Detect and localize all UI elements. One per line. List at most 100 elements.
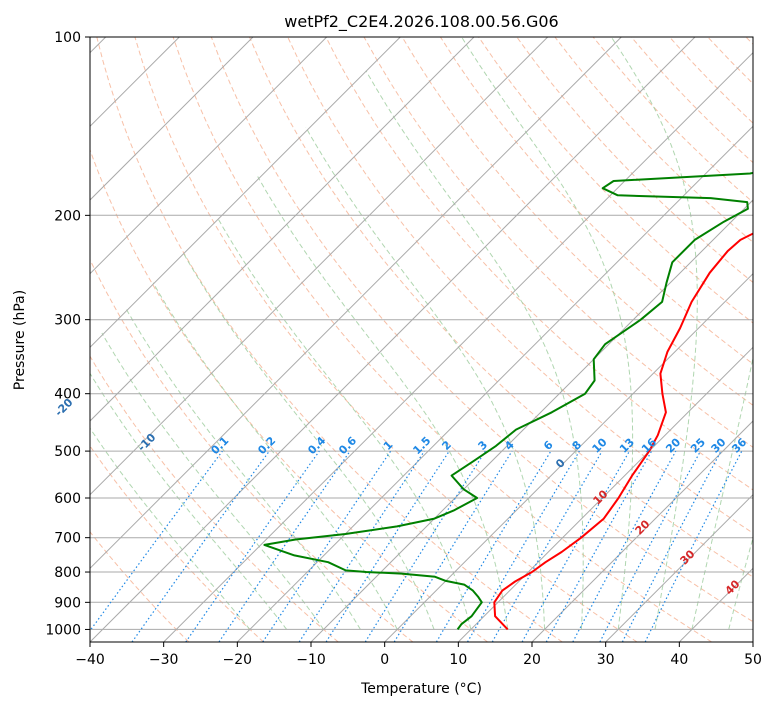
- dry-adiabat-line: [363, 37, 753, 448]
- dry-adiabat-line: [96, 37, 563, 642]
- mixing-ratio-line: [572, 450, 677, 642]
- mixing-ratio-line: [435, 450, 552, 642]
- isotherm-line: [457, 346, 753, 642]
- dry-adiabat-line: [90, 445, 264, 642]
- mixing-ratio-line: [364, 450, 486, 642]
- dry-adiabat-line: [439, 37, 753, 365]
- mixing-ratio-label: 13: [617, 436, 637, 456]
- y-axis: 100 200 300 400 500 600 700 800 900 1000: [45, 30, 90, 638]
- isobar-grid: [90, 37, 753, 630]
- mixing-ratio-lines: [90, 450, 743, 642]
- moist-adiabat-line: [90, 372, 288, 630]
- isotherm-line: [384, 272, 753, 642]
- isotherm-line: [678, 567, 753, 642]
- mixing-ratio-line: [621, 450, 722, 642]
- moist-adiabat-label: 40: [723, 577, 743, 597]
- mixing-ratio-label: 30: [709, 435, 729, 455]
- dry-adiabat-line: [210, 37, 753, 623]
- dry-adiabat-line: [287, 37, 753, 534]
- dry-adiabat-line: [172, 37, 712, 642]
- moist-adiabat-label: 0: [553, 456, 568, 471]
- mixing-ratio-line: [298, 450, 425, 642]
- dry-adiabat-line: [134, 37, 638, 642]
- chart-title: wetPf2_C2E4.2026.108.00.56.G06: [284, 12, 558, 32]
- mixing-ratio-line: [466, 450, 580, 642]
- mixing-ratio-line: [599, 450, 702, 642]
- dry-adiabat-line: [325, 37, 753, 491]
- x-tick-label: −20: [223, 652, 253, 668]
- mixing-ratio-label: 0.6: [336, 434, 359, 457]
- x-axis-title: Temperature (°C): [360, 681, 482, 697]
- isotherm-line: [90, 37, 254, 201]
- isotherm-line: [163, 51, 753, 642]
- dry-adiabat-line: [90, 355, 339, 642]
- isotherm-line: [90, 37, 622, 570]
- isotherm-line: [90, 37, 328, 275]
- moist-adiabat-line: [101, 332, 324, 630]
- x-tick-label: 50: [744, 652, 762, 668]
- mixing-ratio-label: 10: [590, 435, 610, 455]
- x-tick-label: −40: [75, 652, 105, 668]
- dry-adiabat-line: [90, 531, 190, 642]
- plot-frame: [89, 36, 754, 643]
- moist-adiabat-line: [728, 536, 753, 630]
- moist-adiabat-line: [691, 355, 753, 630]
- isotherm-line: [90, 37, 401, 349]
- line-labels: 0.10.20.40.611.52346810131620253036-100-…: [52, 396, 749, 598]
- mixing-ratio-line: [325, 450, 450, 642]
- mixing-ratio-line: [545, 450, 653, 642]
- dry-adiabat-line: [707, 37, 753, 85]
- mixing-ratio-line: [644, 450, 743, 642]
- mixing-ratio-line: [131, 450, 270, 642]
- moist-adiabat-line: [365, 70, 584, 630]
- profile-series: [263, 171, 753, 631]
- dry-adiabat-line: [249, 37, 753, 578]
- mixing-ratio-line: [218, 450, 351, 642]
- mixing-ratio-label: 0.1: [208, 434, 231, 457]
- y-tick-label: 900: [54, 595, 81, 611]
- y-tick-label: 100: [54, 30, 81, 46]
- moist-adiabat-line: [257, 176, 509, 630]
- mixing-ratio-label: 25: [688, 436, 708, 456]
- y-axis-title: Pressure (hPa): [12, 290, 28, 390]
- mixing-ratio-line: [262, 450, 392, 642]
- mixing-ratio-label: 0.2: [255, 434, 278, 457]
- dry-adiabat-line: [90, 258, 414, 642]
- x-tick-label: 10: [449, 652, 467, 668]
- x-tick-label: 30: [597, 652, 615, 668]
- mixing-ratio-label: 1.5: [410, 434, 433, 457]
- isotherm-line: [90, 37, 475, 422]
- isotherm-line: [752, 641, 753, 642]
- y-tick-label: 600: [54, 491, 81, 507]
- mixing-ratio-line: [521, 450, 631, 642]
- y-tick-label: 200: [54, 208, 81, 224]
- moist-adiabat-label: 10: [591, 487, 611, 507]
- mixing-ratio-line: [393, 450, 513, 642]
- moist-adiabat-label: 30: [678, 547, 698, 567]
- y-tick-label: 300: [54, 313, 81, 329]
- isotherm-line: [531, 420, 753, 642]
- x-tick-label: 0: [380, 652, 389, 668]
- x-tick-label: 40: [670, 652, 688, 668]
- isotherm-line: [90, 37, 549, 496]
- moist-adiabat-line: [305, 126, 546, 630]
- moist-adiabat-line: [610, 37, 698, 630]
- x-tick-label: −30: [149, 652, 179, 668]
- y-tick-label: 800: [54, 565, 81, 581]
- isotherm-line: [310, 199, 753, 642]
- dry-adiabat-line: [516, 37, 753, 284]
- mixing-ratio-label: 36: [729, 435, 749, 455]
- temperature-line: [493, 232, 753, 631]
- isotherm-grid: [90, 37, 753, 642]
- dry-adiabat-line: [745, 37, 753, 45]
- y-tick-label: 1000: [45, 622, 81, 638]
- adiabat-lines: [90, 37, 753, 642]
- isotherm-line: [236, 125, 753, 642]
- y-tick-label: 400: [54, 387, 81, 403]
- moist-adiabat-line: [125, 308, 361, 630]
- mixing-ratio-line: [90, 450, 223, 632]
- x-axis: −40 −30 −20 −10 0 10 20 30 40 50: [75, 642, 762, 668]
- isotherm-line: [605, 493, 753, 642]
- dewpoint-line: [263, 171, 753, 630]
